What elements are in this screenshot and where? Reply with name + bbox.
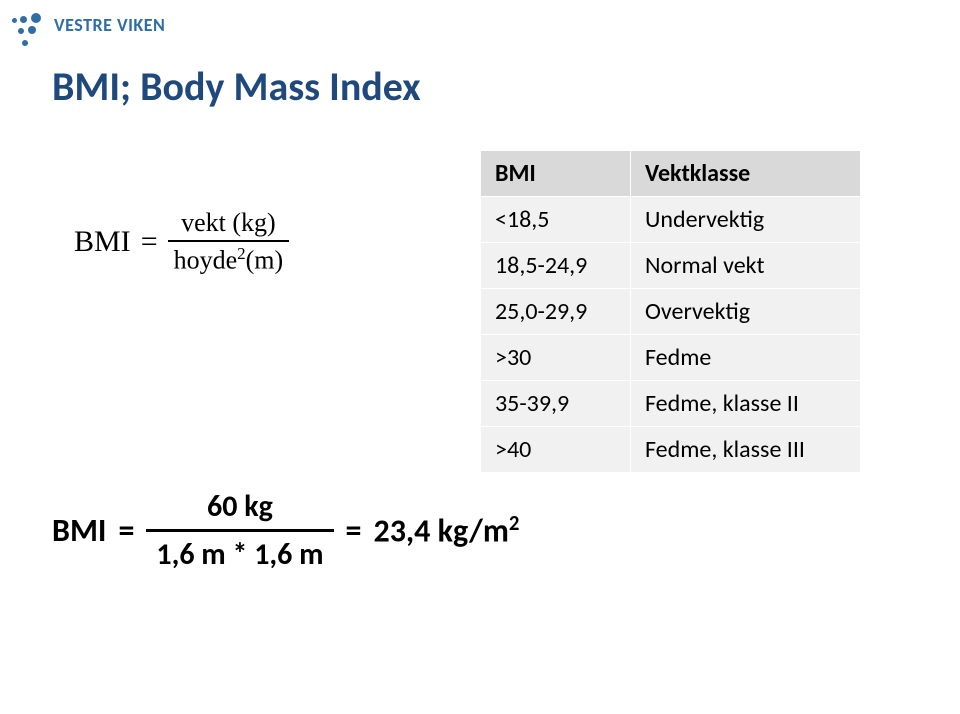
- table-row: >30 Fedme: [481, 335, 861, 381]
- example-lhs: BMI: [52, 511, 106, 550]
- formula-fraction: vekt (kg) hoyde2(m): [168, 210, 290, 274]
- table-header-vektklasse: Vektklasse: [631, 151, 861, 197]
- example-numerator: 60 kg: [197, 490, 283, 529]
- table-cell: Fedme, klasse III: [631, 427, 861, 473]
- equals-sign: =: [118, 511, 134, 550]
- bmi-class-table: BMI Vektklasse <18,5 Undervektig 18,5-24…: [480, 150, 861, 473]
- denominator-base: hoyde: [174, 246, 238, 275]
- example-denominator: 1,6 m * 1,6 m: [146, 529, 333, 571]
- table-row: <18,5 Undervektig: [481, 197, 861, 243]
- table-cell: Normal vekt: [631, 243, 861, 289]
- example-result: 23,4 kg/m2: [373, 510, 519, 551]
- result-exponent: 2: [509, 510, 520, 536]
- table-cell: 35-39,9: [481, 381, 631, 427]
- denominator-exponent: 2: [237, 244, 245, 263]
- table-cell: Fedme, klasse II: [631, 381, 861, 427]
- table-cell: >30: [481, 335, 631, 381]
- denominator-unit: (m): [246, 246, 284, 275]
- equals-sign: =: [141, 225, 158, 259]
- formula-denominator: hoyde2(m): [168, 240, 290, 274]
- table-row: >40 Fedme, klasse III: [481, 427, 861, 473]
- table-row: 35-39,9 Fedme, klasse II: [481, 381, 861, 427]
- logo-dots-icon: [12, 10, 48, 50]
- table-cell: >40: [481, 427, 631, 473]
- table-header-bmi: BMI: [481, 151, 631, 197]
- equals-sign: =: [346, 511, 362, 550]
- table-cell: 18,5-24,9: [481, 243, 631, 289]
- table-header-row: BMI Vektklasse: [481, 151, 861, 197]
- table-cell: <18,5: [481, 197, 631, 243]
- page-title: BMI; Body Mass Index: [52, 62, 421, 111]
- brand-logo: VESTRE VIKEN: [12, 10, 165, 50]
- logo-text: VESTRE VIKEN: [54, 10, 165, 36]
- table-row: 18,5-24,9 Normal vekt: [481, 243, 861, 289]
- example-fraction: 60 kg 1,6 m * 1,6 m: [146, 490, 333, 571]
- bmi-definition-formula: BMI = vekt (kg) hoyde2(m): [74, 210, 289, 274]
- table-cell: Overvektig: [631, 289, 861, 335]
- formula-numerator: vekt (kg): [175, 210, 282, 240]
- table-cell: 25,0-29,9: [481, 289, 631, 335]
- table-cell: Undervektig: [631, 197, 861, 243]
- formula-lhs: BMI: [74, 225, 131, 259]
- table-row: 25,0-29,9 Overvektig: [481, 289, 861, 335]
- result-value: 23,4 kg/m: [373, 512, 508, 551]
- table-body: <18,5 Undervektig 18,5-24,9 Normal vekt …: [481, 197, 861, 473]
- bmi-example-formula: BMI = 60 kg 1,6 m * 1,6 m = 23,4 kg/m2: [52, 490, 519, 571]
- table-cell: Fedme: [631, 335, 861, 381]
